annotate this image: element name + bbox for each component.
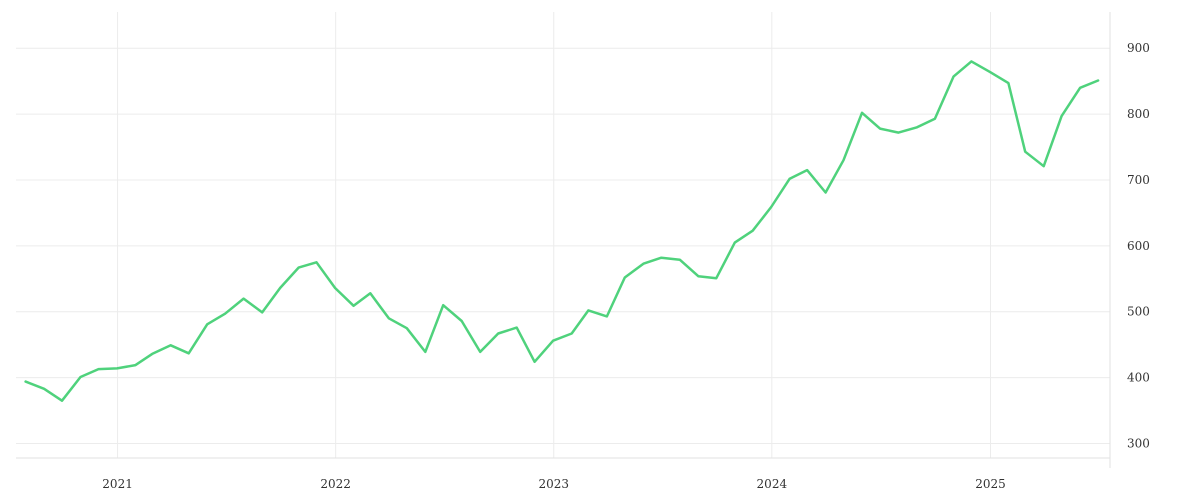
x-tick-label: 2021 [102, 477, 133, 491]
data-point [96, 366, 102, 372]
data-point [204, 321, 210, 327]
data-point [585, 307, 591, 313]
x-tick-label: 2022 [320, 477, 351, 491]
data-point [367, 290, 373, 296]
series-line [24, 60, 1100, 402]
series-layer [23, 58, 1101, 404]
data-point [622, 275, 628, 281]
tick-labels: 300 400 500 600 700 800 900 2021 2022 2023 2024 202… [102, 41, 1150, 491]
y-tick-label: 700 [1127, 173, 1150, 187]
x-tick-label: 2024 [757, 477, 788, 491]
data-point [241, 296, 247, 302]
data-point [133, 362, 139, 368]
grid [16, 12, 1110, 458]
data-point [386, 315, 392, 321]
data-point [222, 311, 228, 317]
data-point [440, 302, 446, 308]
data-point [59, 398, 65, 404]
data-point [41, 386, 47, 392]
data-point [532, 359, 538, 365]
data-point [732, 240, 738, 246]
data-point [186, 350, 192, 356]
axes [16, 12, 1111, 468]
data-point [1095, 78, 1101, 84]
data-point [841, 157, 847, 163]
data-point [823, 190, 829, 196]
data-point [259, 309, 265, 315]
data-point [351, 303, 357, 309]
data-point [768, 204, 774, 210]
data-point [404, 325, 410, 331]
data-point [314, 259, 320, 265]
data-point [695, 273, 701, 279]
data-point [640, 261, 646, 267]
data-point [114, 365, 120, 371]
data-point [23, 379, 29, 385]
y-tick-label: 500 [1127, 305, 1150, 319]
data-point [604, 313, 610, 319]
data-point [951, 74, 957, 80]
data-point [896, 130, 902, 136]
x-tick-label: 2025 [975, 477, 1006, 491]
data-point [277, 285, 283, 291]
x-tick-label: 2023 [538, 477, 569, 491]
data-point [1041, 163, 1047, 169]
y-tick-label: 400 [1127, 371, 1150, 385]
data-point [149, 351, 155, 357]
data-point [859, 110, 865, 116]
data-point [968, 58, 974, 64]
data-point [1022, 149, 1028, 155]
data-point [914, 124, 920, 130]
data-point [477, 349, 483, 355]
data-point [658, 255, 664, 261]
data-point [459, 318, 465, 324]
y-tick-label: 300 [1127, 437, 1150, 451]
data-point [550, 338, 556, 344]
y-tick-label: 800 [1127, 107, 1150, 121]
data-point [495, 331, 501, 337]
data-point [1005, 80, 1011, 86]
y-tick-label: 900 [1127, 41, 1150, 55]
data-point [78, 374, 84, 380]
data-point [877, 126, 883, 132]
data-point [514, 325, 520, 331]
y-tick-label: 600 [1127, 239, 1150, 253]
data-point [677, 257, 683, 263]
data-point [1059, 113, 1065, 119]
data-point [569, 331, 575, 337]
data-point [932, 116, 938, 122]
data-point [987, 69, 993, 75]
data-point [804, 167, 810, 173]
data-point [168, 342, 174, 348]
data-point [713, 275, 719, 281]
data-point [1077, 85, 1083, 91]
data-point [332, 285, 338, 291]
data-point [296, 265, 302, 271]
data-point [750, 228, 756, 234]
data-point [787, 176, 793, 182]
data-point [422, 349, 428, 355]
